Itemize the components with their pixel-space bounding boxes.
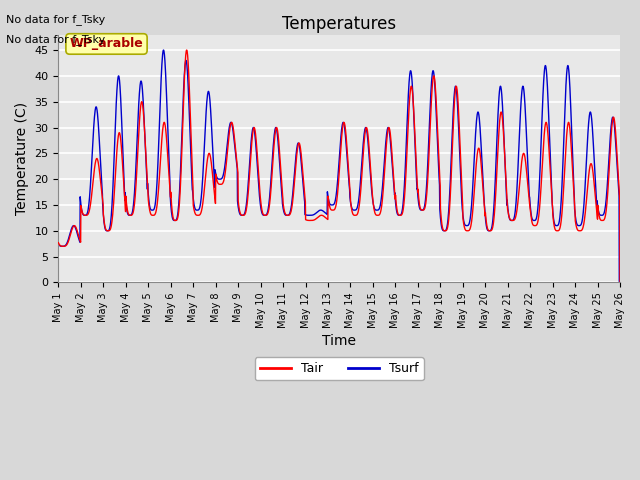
Text: WP_arable: WP_arable	[70, 37, 143, 50]
Text: No data for f_Tsky: No data for f_Tsky	[6, 14, 106, 25]
X-axis label: Time: Time	[322, 334, 356, 348]
Text: No data for f_Tsky: No data for f_Tsky	[6, 34, 106, 45]
Y-axis label: Temperature (C): Temperature (C)	[15, 102, 29, 215]
Title: Temperatures: Temperatures	[282, 15, 396, 33]
Legend: Tair, Tsurf: Tair, Tsurf	[255, 357, 424, 380]
